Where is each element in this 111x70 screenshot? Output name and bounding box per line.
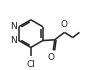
Text: O: O [48,53,55,62]
Text: Cl: Cl [26,60,35,69]
Text: O: O [61,20,68,29]
Text: N: N [10,36,17,45]
Text: N: N [10,22,17,31]
